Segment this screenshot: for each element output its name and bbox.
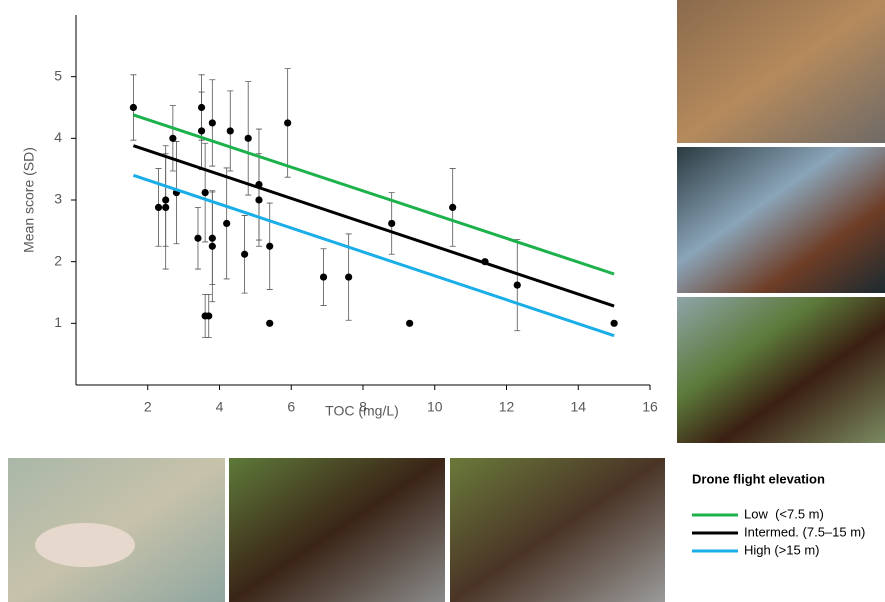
data-point <box>284 119 291 126</box>
y-tick-label: 2 <box>54 252 62 268</box>
data-point <box>205 312 212 319</box>
photo <box>677 147 885 293</box>
data-point <box>255 196 262 203</box>
x-tick-label: 12 <box>499 399 515 415</box>
data-point <box>266 243 273 250</box>
x-tick-label: 10 <box>427 399 443 415</box>
data-point <box>162 204 169 211</box>
x-tick-label: 4 <box>216 399 224 415</box>
data-point <box>202 189 209 196</box>
data-point <box>611 320 618 327</box>
legend-label: Low (<7.5 m) <box>744 506 824 521</box>
data-point <box>198 127 205 134</box>
x-tick-label: 6 <box>287 399 295 415</box>
x-tick-label: 16 <box>642 399 658 415</box>
data-point <box>155 204 162 211</box>
data-point <box>514 282 521 289</box>
data-point <box>241 251 248 258</box>
data-point <box>266 320 273 327</box>
x-tick-label: 8 <box>359 399 367 415</box>
y-tick-label: 5 <box>54 67 62 83</box>
x-tick-label: 2 <box>144 399 152 415</box>
photo-detail <box>35 523 135 567</box>
data-point <box>406 320 413 327</box>
legend-label: Intermed. (7.5–15 m) <box>744 524 865 539</box>
y-tick-label: 1 <box>54 314 62 330</box>
y-tick-label: 3 <box>54 191 62 207</box>
legend-title: Drone flight elevation <box>692 471 825 486</box>
legend-label: High (>15 m) <box>744 542 820 557</box>
photo <box>450 458 665 602</box>
figure: Mean score (SD) TOC (mg/L) Drone flight … <box>0 0 885 602</box>
photo <box>229 458 445 602</box>
data-point <box>209 235 216 242</box>
data-point <box>162 196 169 203</box>
photo <box>677 0 885 143</box>
data-point <box>449 204 456 211</box>
data-point <box>245 135 252 142</box>
data-point <box>209 119 216 126</box>
data-point <box>194 235 201 242</box>
data-point <box>169 135 176 142</box>
y-axis-label: Mean score (SD) <box>21 147 37 253</box>
data-point <box>209 243 216 250</box>
x-tick-label: 14 <box>570 399 586 415</box>
data-point <box>223 220 230 227</box>
data-point <box>130 104 137 111</box>
data-point <box>388 220 395 227</box>
data-point <box>345 273 352 280</box>
data-point <box>227 127 234 134</box>
data-point <box>320 273 327 280</box>
data-point <box>198 104 205 111</box>
y-tick-label: 4 <box>54 129 62 145</box>
photo <box>677 297 885 443</box>
